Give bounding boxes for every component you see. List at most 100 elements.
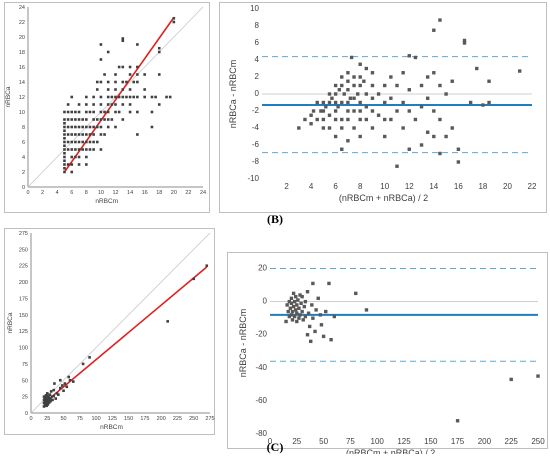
data-point [121, 118, 125, 121]
data-point [300, 309, 304, 314]
data-point [70, 148, 74, 151]
data-point [45, 401, 49, 405]
y-tick-label: 0 [255, 89, 260, 98]
y-tick-label: 75 [22, 362, 28, 368]
data-point [103, 73, 106, 76]
data-point [432, 109, 436, 113]
identity-line [30, 232, 211, 414]
data-point [297, 316, 301, 320]
data-point [45, 404, 48, 408]
data-point [44, 395, 47, 399]
data-point [95, 118, 99, 121]
y-axis-title: nRBCa [5, 86, 12, 107]
data-point [370, 126, 375, 130]
data-point [346, 100, 350, 105]
x-axis-title: (nRBCm + nRBCa) / 2 [339, 193, 428, 203]
y-tick-label: 225 [19, 264, 28, 270]
data-point [77, 110, 81, 114]
data-point [70, 155, 74, 159]
data-point [46, 399, 50, 402]
y-tick-label: -80 [255, 429, 267, 438]
data-point [103, 118, 106, 121]
data-point [121, 65, 125, 69]
data-point [291, 291, 296, 296]
data-point [395, 164, 399, 168]
data-point [66, 110, 70, 114]
data-point [63, 170, 66, 174]
x-axis-title: nRBCm [100, 424, 123, 431]
data-point [92, 110, 95, 114]
data-point [52, 394, 56, 398]
data-point [157, 50, 161, 54]
data-point [77, 155, 81, 159]
data-point [42, 405, 46, 408]
regression-line [63, 17, 175, 173]
data-point [518, 69, 522, 73]
data-point [327, 100, 332, 105]
data-point [364, 117, 369, 122]
panel-b-bland-altman-chart: 2 4 6 8 10 12 14 16 18 20 22 -10 -8 -6 -4 -2 0 2 4 6 8 10 (nRB… [228, 4, 537, 203]
data-point [77, 163, 81, 166]
data-point [432, 71, 436, 75]
y-axis-title: nRBCa - nRBCm [228, 60, 238, 129]
data-point [47, 398, 51, 402]
y-tick-label: 25 [22, 395, 28, 401]
data-point [290, 318, 295, 322]
data-point [70, 118, 74, 121]
data-point [128, 95, 132, 99]
data-point [136, 80, 139, 84]
data-point [63, 121, 66, 125]
data-point [114, 125, 117, 129]
data-point [321, 100, 326, 105]
data-point [285, 303, 289, 307]
data-point [289, 301, 294, 305]
data-point [295, 319, 299, 324]
data-point [88, 356, 91, 359]
data-point [284, 319, 288, 324]
data-point [95, 125, 99, 129]
data-point [81, 148, 84, 151]
data-point [81, 118, 84, 121]
y-tick-label: 250 [19, 247, 28, 253]
data-point [150, 95, 154, 99]
data-point [49, 399, 52, 403]
y-tick-label: -40 [255, 363, 267, 372]
y-tick-label: 275 [19, 231, 28, 237]
data-point [321, 334, 326, 339]
y-tick-label: 200 [19, 280, 28, 286]
data-point [316, 296, 320, 301]
data-point [117, 110, 121, 114]
data-point [425, 96, 430, 100]
data-point [44, 399, 48, 402]
data-point [88, 140, 92, 144]
data-point [128, 110, 132, 114]
regression-line [43, 266, 208, 404]
data-point [154, 95, 157, 99]
data-point [77, 133, 81, 136]
data-point [364, 92, 369, 96]
data-point [43, 397, 46, 400]
data-point [419, 143, 424, 147]
data-point [349, 55, 354, 60]
data-point [63, 110, 66, 114]
x-tick-label: 6 [333, 182, 338, 191]
data-point [70, 163, 74, 166]
data-point [333, 134, 338, 139]
data-point [66, 118, 70, 121]
data-point [309, 339, 313, 344]
data-point [117, 65, 121, 69]
data-point [342, 92, 346, 96]
data-point [67, 375, 71, 379]
data-point [58, 378, 62, 382]
data-point [121, 80, 125, 84]
data-point [321, 117, 326, 122]
x-tick-label: 22 [185, 190, 191, 196]
data-point [450, 126, 454, 130]
data-point [85, 163, 88, 166]
data-point [136, 133, 139, 136]
data-point [99, 43, 103, 46]
x-tick-label: 250 [189, 416, 198, 422]
data-point [413, 117, 418, 122]
data-point [70, 125, 74, 129]
data-point [364, 105, 369, 109]
